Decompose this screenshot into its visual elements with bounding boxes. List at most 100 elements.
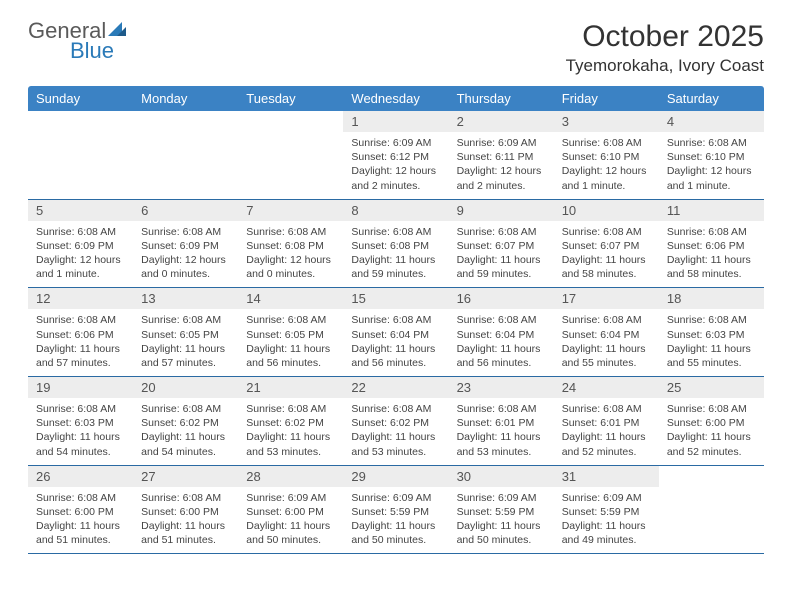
day-number: 6 (133, 200, 238, 221)
day-number: 9 (449, 200, 554, 221)
calendar-week-row: 26Sunrise: 6:08 AMSunset: 6:00 PMDayligh… (28, 465, 764, 554)
day-info: Sunrise: 6:08 AMSunset: 6:09 PMDaylight:… (28, 221, 133, 288)
daylight-text: Daylight: 11 hours and 56 minutes. (457, 342, 546, 370)
sunrise-text: Sunrise: 6:08 AM (246, 402, 335, 416)
sunset-text: Sunset: 5:59 PM (457, 505, 546, 519)
day-info: Sunrise: 6:08 AMSunset: 6:05 PMDaylight:… (133, 309, 238, 376)
calendar-day-cell: 7Sunrise: 6:08 AMSunset: 6:08 PMDaylight… (238, 199, 343, 288)
calendar-day-cell: 29Sunrise: 6:09 AMSunset: 5:59 PMDayligh… (343, 465, 448, 554)
weekday-header-row: Sunday Monday Tuesday Wednesday Thursday… (28, 86, 764, 111)
daylight-text: Daylight: 12 hours and 0 minutes. (141, 253, 230, 281)
daylight-text: Daylight: 11 hours and 58 minutes. (562, 253, 651, 281)
day-number: 23 (449, 377, 554, 398)
day-info: Sunrise: 6:08 AMSunset: 6:07 PMDaylight:… (449, 221, 554, 288)
sunset-text: Sunset: 6:07 PM (457, 239, 546, 253)
day-number: 13 (133, 288, 238, 309)
sunset-text: Sunset: 6:04 PM (457, 328, 546, 342)
daylight-text: Daylight: 11 hours and 52 minutes. (667, 430, 756, 458)
calendar-day-cell: 26Sunrise: 6:08 AMSunset: 6:00 PMDayligh… (28, 465, 133, 554)
calendar-day-cell: 31Sunrise: 6:09 AMSunset: 5:59 PMDayligh… (554, 465, 659, 554)
day-number: 25 (659, 377, 764, 398)
calendar-day-cell (133, 111, 238, 199)
sunset-text: Sunset: 6:05 PM (246, 328, 335, 342)
calendar-day-cell: 20Sunrise: 6:08 AMSunset: 6:02 PMDayligh… (133, 377, 238, 466)
day-info: Sunrise: 6:08 AMSunset: 6:09 PMDaylight:… (133, 221, 238, 288)
day-info: Sunrise: 6:08 AMSunset: 6:06 PMDaylight:… (28, 309, 133, 376)
calendar-day-cell: 3Sunrise: 6:08 AMSunset: 6:10 PMDaylight… (554, 111, 659, 199)
sunrise-text: Sunrise: 6:09 AM (457, 491, 546, 505)
day-info: Sunrise: 6:08 AMSunset: 6:01 PMDaylight:… (449, 398, 554, 465)
calendar-day-cell: 12Sunrise: 6:08 AMSunset: 6:06 PMDayligh… (28, 288, 133, 377)
day-number: 14 (238, 288, 343, 309)
day-number (238, 111, 343, 117)
calendar-week-row: 1Sunrise: 6:09 AMSunset: 6:12 PMDaylight… (28, 111, 764, 199)
day-number: 29 (343, 466, 448, 487)
day-number: 7 (238, 200, 343, 221)
calendar-week-row: 5Sunrise: 6:08 AMSunset: 6:09 PMDaylight… (28, 199, 764, 288)
calendar-week-row: 19Sunrise: 6:08 AMSunset: 6:03 PMDayligh… (28, 377, 764, 466)
calendar-day-cell: 22Sunrise: 6:08 AMSunset: 6:02 PMDayligh… (343, 377, 448, 466)
sunrise-text: Sunrise: 6:08 AM (141, 313, 230, 327)
calendar-day-cell: 14Sunrise: 6:08 AMSunset: 6:05 PMDayligh… (238, 288, 343, 377)
daylight-text: Daylight: 11 hours and 54 minutes. (36, 430, 125, 458)
calendar-day-cell: 5Sunrise: 6:08 AMSunset: 6:09 PMDaylight… (28, 199, 133, 288)
sunrise-text: Sunrise: 6:08 AM (351, 402, 440, 416)
calendar-day-cell: 10Sunrise: 6:08 AMSunset: 6:07 PMDayligh… (554, 199, 659, 288)
sunset-text: Sunset: 5:59 PM (562, 505, 651, 519)
calendar-table: Sunday Monday Tuesday Wednesday Thursday… (28, 86, 764, 554)
daylight-text: Daylight: 11 hours and 59 minutes. (457, 253, 546, 281)
sunrise-text: Sunrise: 6:09 AM (351, 136, 440, 150)
sunrise-text: Sunrise: 6:08 AM (141, 225, 230, 239)
day-info: Sunrise: 6:08 AMSunset: 6:07 PMDaylight:… (554, 221, 659, 288)
daylight-text: Daylight: 11 hours and 56 minutes. (351, 342, 440, 370)
day-number: 12 (28, 288, 133, 309)
calendar-day-cell (28, 111, 133, 199)
sunrise-text: Sunrise: 6:08 AM (562, 402, 651, 416)
daylight-text: Daylight: 11 hours and 59 minutes. (351, 253, 440, 281)
daylight-text: Daylight: 11 hours and 50 minutes. (351, 519, 440, 547)
sunrise-text: Sunrise: 6:08 AM (36, 491, 125, 505)
day-number: 21 (238, 377, 343, 398)
sunrise-text: Sunrise: 6:08 AM (667, 402, 756, 416)
sunset-text: Sunset: 6:09 PM (36, 239, 125, 253)
sunset-text: Sunset: 6:02 PM (141, 416, 230, 430)
daylight-text: Daylight: 11 hours and 50 minutes. (246, 519, 335, 547)
sunset-text: Sunset: 6:02 PM (246, 416, 335, 430)
sunrise-text: Sunrise: 6:08 AM (246, 313, 335, 327)
sunset-text: Sunset: 6:05 PM (141, 328, 230, 342)
sunrise-text: Sunrise: 6:08 AM (141, 491, 230, 505)
weekday-header: Monday (133, 86, 238, 111)
daylight-text: Daylight: 11 hours and 53 minutes. (457, 430, 546, 458)
sunset-text: Sunset: 6:04 PM (562, 328, 651, 342)
day-number: 4 (659, 111, 764, 132)
day-info: Sunrise: 6:08 AMSunset: 6:03 PMDaylight:… (659, 309, 764, 376)
day-number: 30 (449, 466, 554, 487)
sunrise-text: Sunrise: 6:08 AM (457, 402, 546, 416)
day-number (659, 466, 764, 472)
calendar-day-cell: 24Sunrise: 6:08 AMSunset: 6:01 PMDayligh… (554, 377, 659, 466)
daylight-text: Daylight: 11 hours and 55 minutes. (667, 342, 756, 370)
sunrise-text: Sunrise: 6:08 AM (562, 225, 651, 239)
sunset-text: Sunset: 6:10 PM (562, 150, 651, 164)
weekday-header: Thursday (449, 86, 554, 111)
day-number: 11 (659, 200, 764, 221)
day-number: 3 (554, 111, 659, 132)
day-info: Sunrise: 6:08 AMSunset: 6:01 PMDaylight:… (554, 398, 659, 465)
sunrise-text: Sunrise: 6:09 AM (562, 491, 651, 505)
daylight-text: Daylight: 12 hours and 2 minutes. (457, 164, 546, 192)
sunrise-text: Sunrise: 6:09 AM (351, 491, 440, 505)
daylight-text: Daylight: 11 hours and 57 minutes. (36, 342, 125, 370)
sunset-text: Sunset: 6:08 PM (246, 239, 335, 253)
sunset-text: Sunset: 6:07 PM (562, 239, 651, 253)
day-info: Sunrise: 6:08 AMSunset: 6:00 PMDaylight:… (133, 487, 238, 554)
day-info: Sunrise: 6:08 AMSunset: 6:08 PMDaylight:… (343, 221, 448, 288)
sunset-text: Sunset: 6:12 PM (351, 150, 440, 164)
sunrise-text: Sunrise: 6:09 AM (457, 136, 546, 150)
day-number: 24 (554, 377, 659, 398)
calendar-day-cell: 17Sunrise: 6:08 AMSunset: 6:04 PMDayligh… (554, 288, 659, 377)
day-number: 15 (343, 288, 448, 309)
calendar-day-cell (238, 111, 343, 199)
daylight-text: Daylight: 11 hours and 50 minutes. (457, 519, 546, 547)
calendar-day-cell: 2Sunrise: 6:09 AMSunset: 6:11 PMDaylight… (449, 111, 554, 199)
daylight-text: Daylight: 11 hours and 51 minutes. (141, 519, 230, 547)
